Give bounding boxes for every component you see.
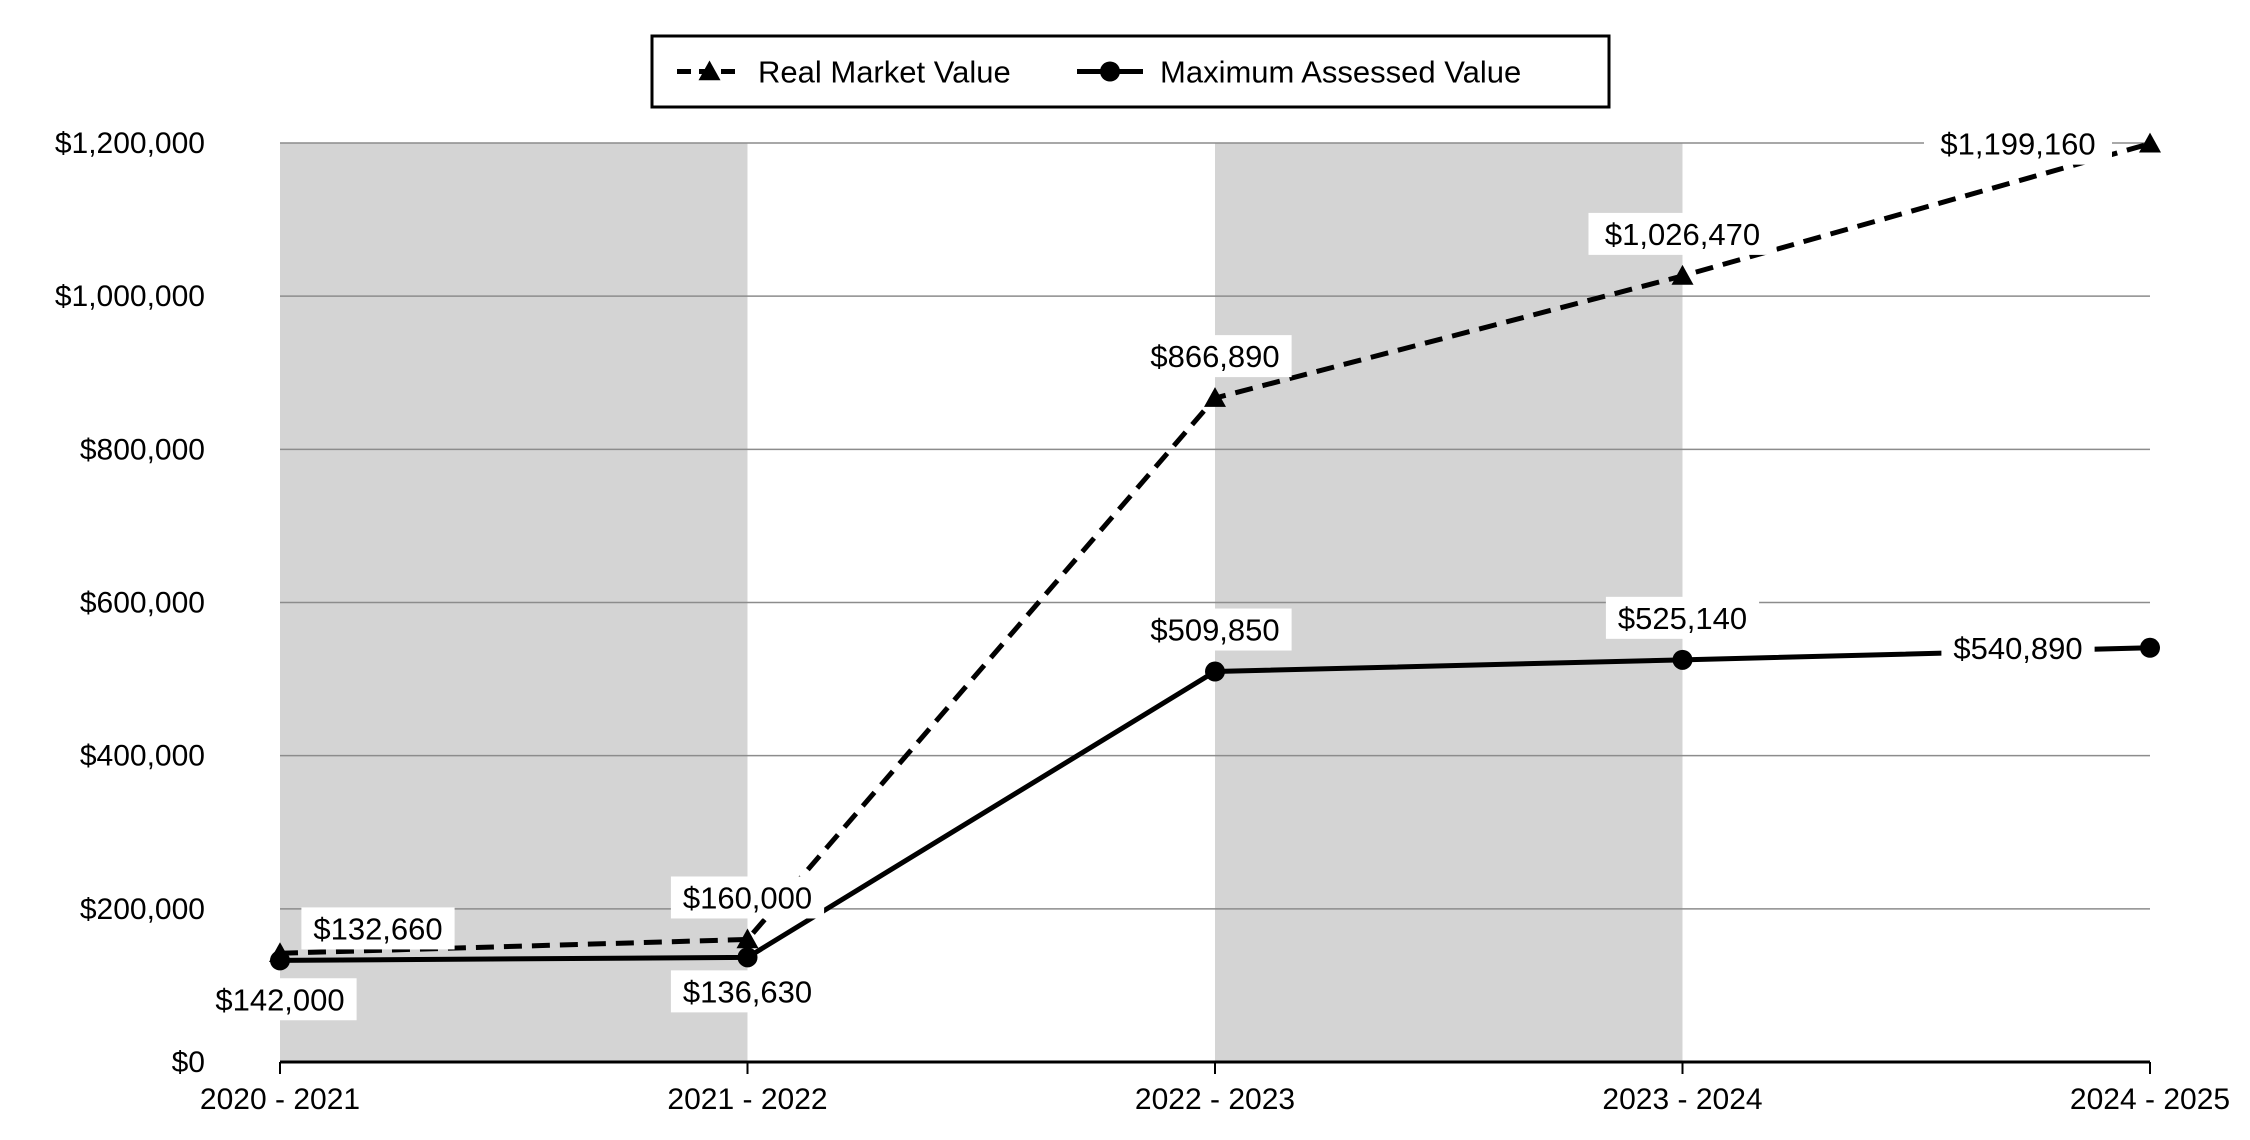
marker-maximum-assessed-value-1 xyxy=(737,947,758,968)
data-labels: $142,000 $160,000 $866,890 $1,026,470 $1,199… xyxy=(203,122,2112,1021)
data-label-real-market-value-2: $866,890 xyxy=(1138,335,1292,378)
y-tick-label: $800,000 xyxy=(80,433,205,466)
data-label-maximum-assessed-value-3: $525,140 xyxy=(1605,596,1760,639)
data-label-box xyxy=(1941,626,2095,669)
x-tick-label: 2021 - 2022 xyxy=(667,1083,827,1116)
x-tick-label: 2023 - 2024 xyxy=(1602,1083,1762,1116)
data-label-text: $1,026,470 xyxy=(1605,217,1760,252)
data-label-real-market-value-0: $142,000 xyxy=(203,978,357,1021)
legend-item-maximum-assessed-value: Maximum Assessed Value xyxy=(1077,55,1521,90)
marker-real-market-value-4 xyxy=(2139,132,2161,153)
x-tick-label: 2020 - 2021 xyxy=(200,1083,360,1116)
data-label-maximum-assessed-value-4: $540,890 xyxy=(1941,626,2095,669)
data-label-text: $142,000 xyxy=(215,982,344,1017)
data-label-text: $1,199,160 xyxy=(1940,127,2095,162)
data-label-box xyxy=(670,970,825,1013)
data-label-box xyxy=(670,876,825,919)
x-tick-label: 2024 - 2025 xyxy=(2070,1083,2230,1116)
triangle-marker-icon xyxy=(698,60,721,81)
data-label-text: $136,630 xyxy=(683,974,812,1009)
y-tick-labels: $0 $200,000 $400,000 $600,000 $800,000 $1,000… xyxy=(55,127,205,1079)
x-tick-labels: 2020 - 2021 2021 - 2022 2022 - 2023 2023 - … xyxy=(200,1083,2230,1116)
circle-marker-icon xyxy=(1100,61,1120,82)
data-label-box xyxy=(1138,335,1292,378)
legend-item-real-market-value: Real Market Value xyxy=(677,55,1011,90)
data-label-box xyxy=(301,907,455,950)
data-label-maximum-assessed-value-1: $136,630 xyxy=(670,970,825,1013)
marker-real-market-value-3 xyxy=(1671,264,1694,285)
data-label-text: $525,140 xyxy=(1618,601,1747,636)
legend: Real Market Value Maximum Assessed Value xyxy=(650,34,1611,109)
data-label-real-market-value-3: $1,026,470 xyxy=(1588,212,1777,255)
y-tick-label: $200,000 xyxy=(80,893,205,926)
y-tick-label: $600,000 xyxy=(80,587,205,620)
data-label-text: $132,660 xyxy=(313,911,442,946)
data-label-text: $509,850 xyxy=(1150,613,1279,648)
y-tick-label: $1,200,000 xyxy=(55,127,205,160)
marker-real-market-value-1 xyxy=(736,928,759,949)
data-label-box xyxy=(1588,212,1777,255)
data-label-real-market-value-1: $160,000 xyxy=(670,876,825,919)
marker-maximum-assessed-value-3 xyxy=(1672,649,1693,670)
legend-label: Real Market Value xyxy=(758,55,1011,90)
data-label-text: $540,890 xyxy=(1953,631,2082,666)
data-label-maximum-assessed-value-2: $509,850 xyxy=(1138,608,1292,651)
x-tick-label: 2022 - 2023 xyxy=(1135,1083,1295,1116)
marker-maximum-assessed-value-4 xyxy=(2140,637,2160,658)
data-label-box xyxy=(1138,608,1292,651)
data-label-real-market-value-4: $1,199,160 xyxy=(1924,122,2112,165)
data-label-box xyxy=(1924,122,2112,165)
y-tick-label: $0 xyxy=(172,1046,205,1079)
data-label-box xyxy=(1605,596,1760,639)
data-label-box xyxy=(203,978,357,1021)
marker-maximum-assessed-value-2 xyxy=(1205,661,1225,682)
gridlines xyxy=(280,142,2150,910)
marker-real-market-value-2 xyxy=(1204,387,1226,407)
data-label-text: $866,890 xyxy=(1150,339,1279,374)
axes xyxy=(279,1060,2151,1074)
y-tick-label: $1,000,000 xyxy=(55,280,205,313)
data-label-text: $160,000 xyxy=(683,880,812,915)
marker-maximum-assessed-value-0 xyxy=(270,950,290,971)
series-markers xyxy=(269,132,2161,971)
data-label-maximum-assessed-value-0: $132,660 xyxy=(301,907,455,950)
y-tick-label: $400,000 xyxy=(80,740,205,773)
legend-label: Maximum Assessed Value xyxy=(1160,55,1521,90)
